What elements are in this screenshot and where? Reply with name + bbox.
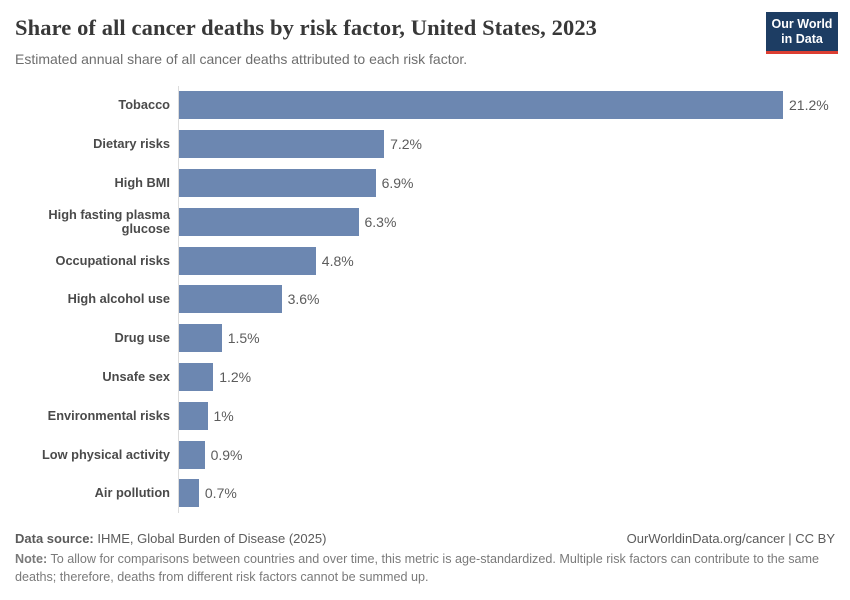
chart-subtitle: Estimated annual share of all cancer dea… [15,51,468,67]
bar-track: 6.9% [178,163,850,203]
bar-track: 1% [178,396,850,436]
bar-value-label: 1.2% [219,368,252,385]
bar-value-label: 1.5% [227,330,260,347]
bar-category-label: Dietary risks [93,136,170,152]
bar-category-label: High BMI [114,174,170,190]
bar-row: Environmental risks 1% [0,396,850,436]
bar-category-label: Occupational risks [55,252,170,268]
bar-row: Tobacco 21.2% [0,86,850,125]
bar-track: 7.2% [178,124,850,164]
bar-category-label: Unsafe sex [102,368,170,384]
bar-category-label: Drug use [114,330,170,346]
bar[interactable] [179,207,359,236]
owid-logo-line2: in Data [781,31,823,46]
bar-value-label: 0.9% [210,446,243,463]
bar[interactable] [179,130,385,159]
chart-footer: Data source: IHME, Global Burden of Dise… [15,531,835,587]
bar-category-label: Air pollution [94,485,170,501]
chart-header: Share of all cancer deaths by risk facto… [15,14,755,68]
bar-value-label: 7.2% [390,136,423,153]
bar-category-label: Low physical activity [41,446,170,462]
chart-note: Note: To allow for comparisons between c… [15,551,835,587]
note-label: Note: [15,552,48,567]
bar-row: Low physical activity 0.9% [0,435,850,474]
bar-value-label: 3.6% [287,291,320,308]
bar-row: Dietary risks 7.2% [0,124,850,164]
bar-category-label: High fasting plasma glucose [48,206,170,236]
bar-row: High fasting plasma glucose 6.3% [0,202,850,242]
bar-row: Occupational risks 4.8% [0,241,850,280]
bar-chart: Tobacco 21.2% Dietary risks 7.2% High BMI 6.9… [0,86,850,514]
bar-track: 0.7% [178,473,850,513]
bar-track: 0.9% [178,435,850,474]
bar-row: Unsafe sex 1.2% [0,357,850,397]
bar-value-label: 6.3% [364,213,397,230]
bar[interactable] [179,285,282,314]
bar-track: 1.2% [178,357,850,397]
data-source-label: Data source: [15,531,94,547]
attribution-link[interactable]: OurWorldinData.org/cancer | CC BY [626,531,835,547]
bar-track: 6.3% [178,202,850,242]
bar[interactable] [179,440,205,469]
bar-value-label: 21.2% [789,97,829,114]
bar-track: 1.5% [178,318,850,358]
bar-row: High alcohol use 3.6% [0,279,850,319]
bar-row: High BMI 6.9% [0,163,850,203]
bar[interactable] [179,401,208,430]
bar-value-label: 6.9% [381,174,414,191]
note-text: To allow for comparisons between countri… [15,552,820,585]
bar-track: 4.8% [178,241,850,280]
bar-track: 21.2% [178,86,850,125]
bar[interactable] [179,91,783,120]
bar[interactable] [179,246,316,275]
bar-category-label: Environmental risks [47,407,170,423]
owid-logo: Our World in Data [766,12,838,54]
bar-value-label: 0.7% [204,485,237,502]
bar-track: 3.6% [178,279,850,319]
bar[interactable] [179,168,376,197]
owid-logo-line1: Our World [771,17,833,31]
data-source: Data source: IHME, Global Burden of Dise… [15,531,326,546]
bar-value-label: 4.8% [321,252,354,269]
bar-rows: Tobacco 21.2% Dietary risks 7.2% High BMI 6.9… [0,86,850,513]
bar-category-label: High alcohol use [67,291,170,307]
bar-row: Drug use 1.5% [0,318,850,358]
bar-value-label: 1% [213,407,234,424]
chart-title: Share of all cancer deaths by risk facto… [15,15,598,40]
bar-category-label: Tobacco [118,97,170,113]
data-source-text: IHME, Global Burden of Disease (2025) [93,531,327,547]
bar[interactable] [179,479,199,508]
bar[interactable] [179,324,222,353]
bar-row: Air pollution 0.7% [0,473,850,513]
bar[interactable] [179,362,214,391]
